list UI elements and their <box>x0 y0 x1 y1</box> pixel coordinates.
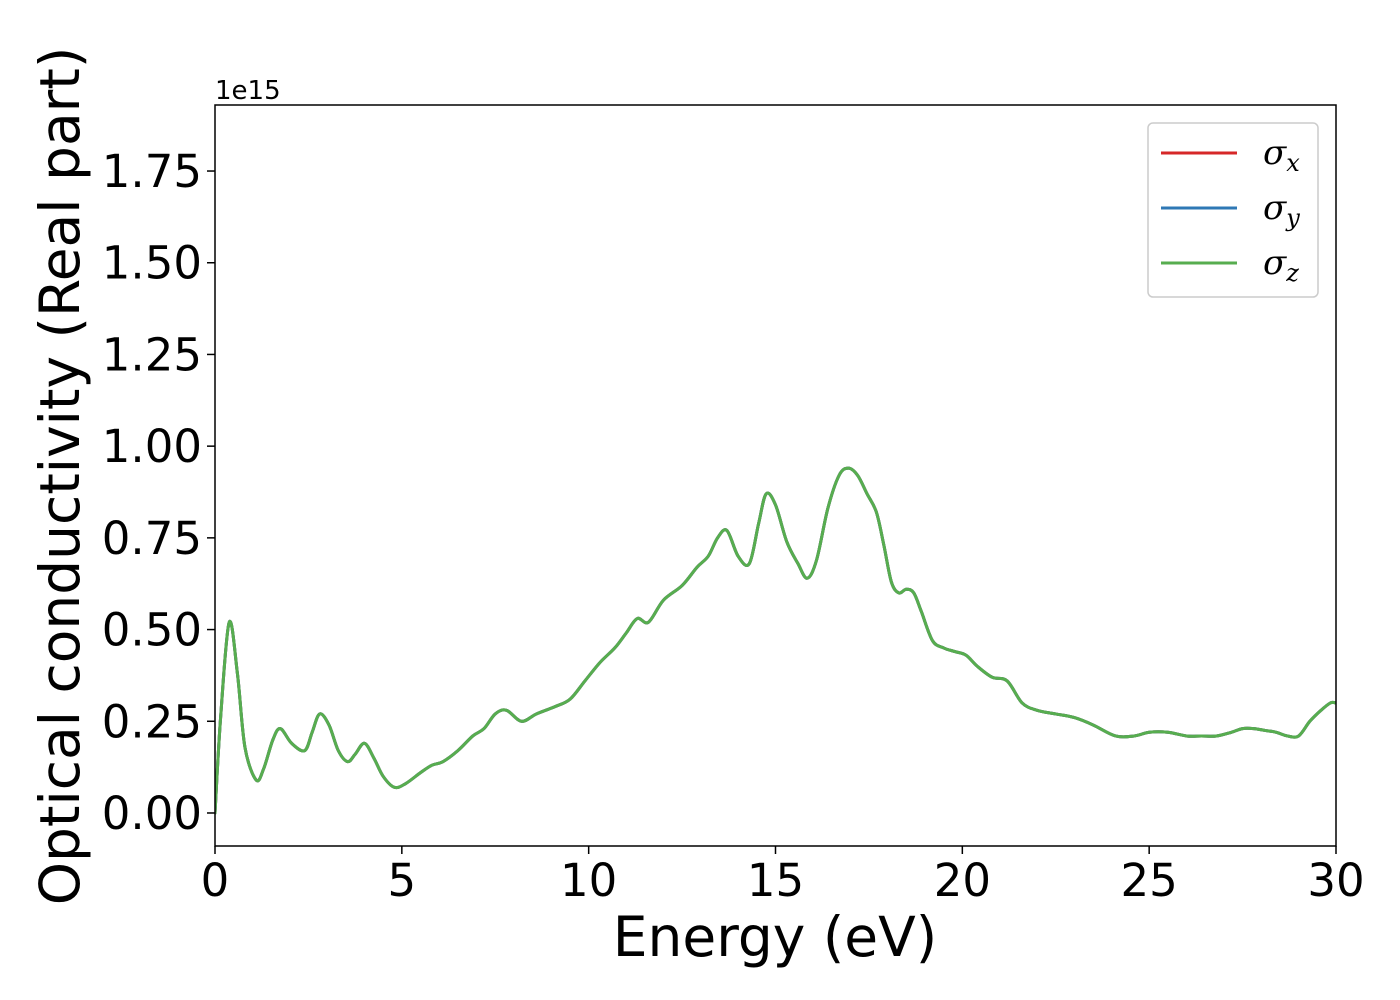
y-tick-label: 0.50 <box>102 604 202 657</box>
y-tick-label: 0.00 <box>102 787 202 840</box>
y-tick-label: 1.75 <box>102 145 202 198</box>
y-offset-text: 1e15 <box>215 76 281 106</box>
y-tick-label: 1.50 <box>102 237 202 290</box>
y-tick-label: 1.25 <box>102 328 202 381</box>
y-axis-label: Optical conductivity (Real part) <box>28 47 92 906</box>
x-tick-label: 30 <box>1307 854 1364 907</box>
x-tick-label: 15 <box>747 854 804 907</box>
y-axis: 0.00 0.25 0.50 0.75 1.00 1.25 1.50 1.75 <box>102 145 215 840</box>
series-line-sigma-z <box>215 466 1336 815</box>
x-axis-label: Energy (eV) <box>613 905 937 969</box>
legend-label-z: σz <box>1263 243 1299 287</box>
legend: σx σy σz <box>1147 122 1319 298</box>
x-tick-label: 0 <box>201 854 230 907</box>
y-tick-label: 0.75 <box>102 512 202 565</box>
legend-box <box>1147 122 1319 298</box>
x-tick-label: 25 <box>1121 854 1178 907</box>
series-layer <box>215 466 1336 815</box>
y-tick-label: 1.00 <box>102 420 202 473</box>
x-axis: 0 5 10 15 20 25 30 <box>201 846 1365 907</box>
x-tick-label: 5 <box>388 854 417 907</box>
x-tick-label: 20 <box>934 854 991 907</box>
y-tick-label: 0.25 <box>102 695 202 748</box>
legend-label-x: σx <box>1263 133 1300 177</box>
x-tick-label: 10 <box>560 854 617 907</box>
legend-label-y: σy <box>1263 188 1300 232</box>
